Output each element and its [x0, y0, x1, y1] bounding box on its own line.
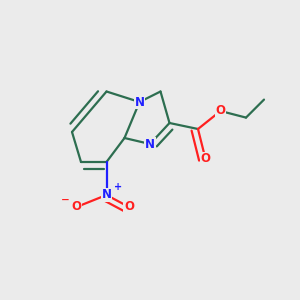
Text: N: N: [101, 188, 112, 202]
Text: O: O: [124, 200, 134, 214]
Text: N: N: [145, 137, 155, 151]
Text: O: O: [200, 152, 211, 166]
Text: −: −: [61, 194, 70, 205]
Text: +: +: [114, 182, 123, 193]
Text: O: O: [71, 200, 82, 214]
Text: N: N: [134, 95, 145, 109]
Text: O: O: [215, 104, 226, 118]
